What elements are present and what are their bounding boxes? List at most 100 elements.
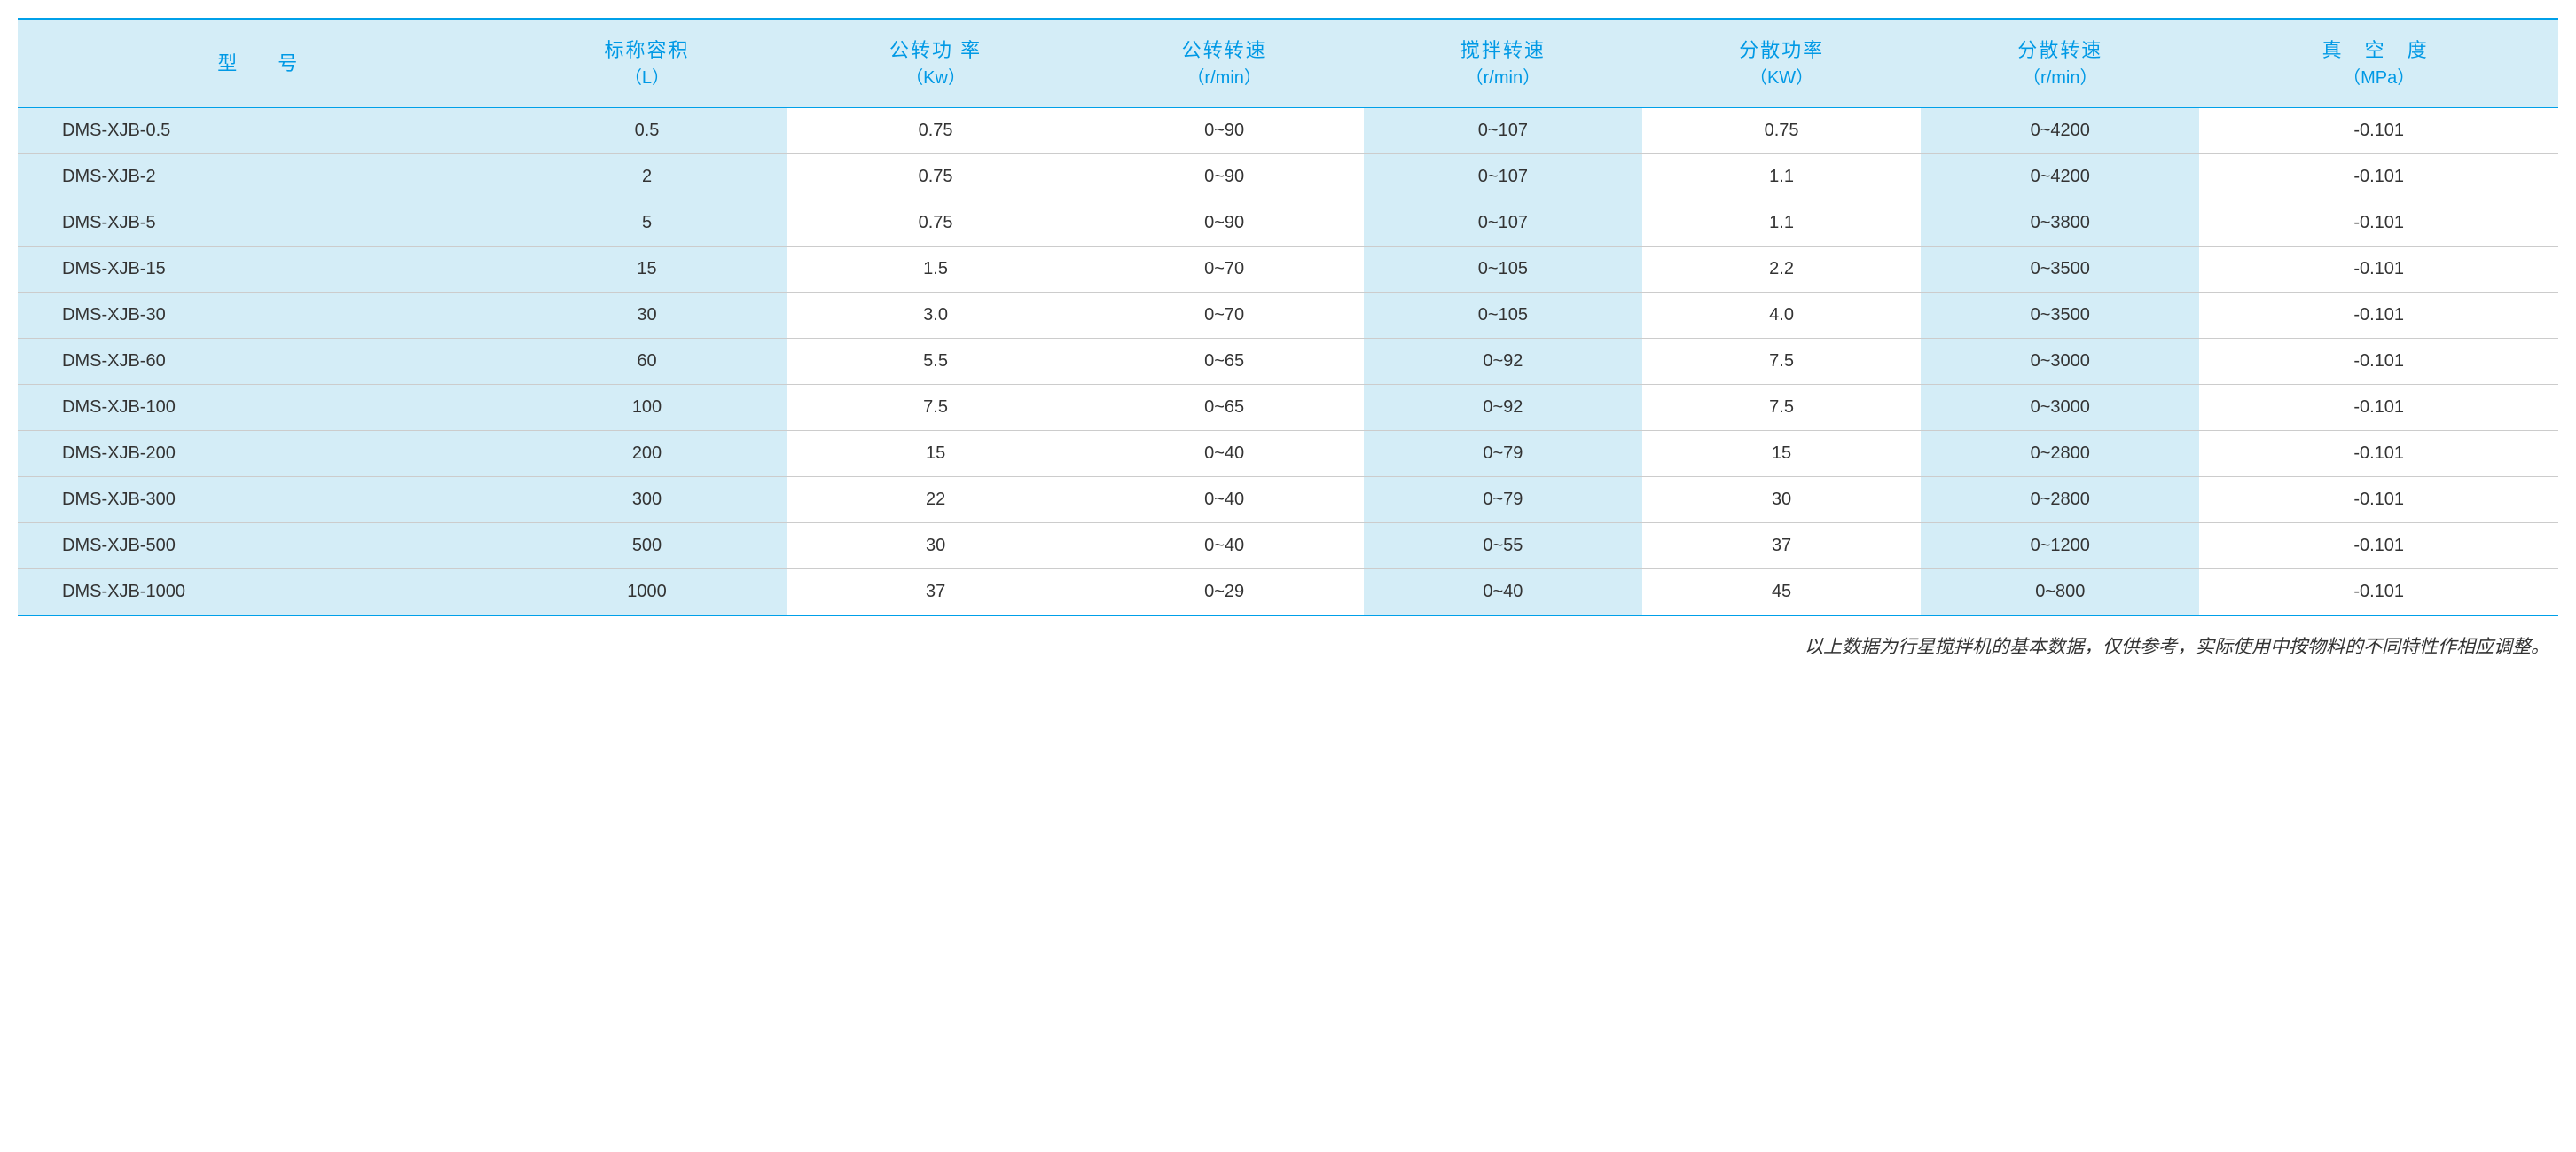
table-cell: 30 (507, 293, 786, 339)
table-cell: 0~70 (1085, 293, 1364, 339)
table-cell: 1.5 (787, 247, 1085, 293)
table-cell: 0~40 (1085, 523, 1364, 569)
table-cell: 37 (787, 569, 1085, 616)
column-header-sub: （r/min） (1371, 65, 1635, 91)
column-header-main: 型 号 (25, 49, 500, 78)
table-cell: 0~3500 (1921, 293, 2199, 339)
table-cell: 30 (1642, 477, 1921, 523)
table-cell: -0.101 (2199, 385, 2558, 431)
table-cell: 7.5 (787, 385, 1085, 431)
column-header-sub: （r/min） (1928, 65, 2192, 91)
table-cell: 500 (507, 523, 786, 569)
table-cell: 0~40 (1364, 569, 1642, 616)
table-cell: 0~65 (1085, 385, 1364, 431)
table-cell: 0~92 (1364, 385, 1642, 431)
table-cell: DMS-XJB-200 (18, 431, 507, 477)
table-cell: -0.101 (2199, 293, 2558, 339)
table-cell: 0~29 (1085, 569, 1364, 616)
table-cell: 1.1 (1642, 200, 1921, 247)
table-row: DMS-XJB-300300220~400~79300~2800-0.101 (18, 477, 2558, 523)
table-body: DMS-XJB-0.50.50.750~900~1070.750~4200-0.… (18, 108, 2558, 616)
table-cell: 2 (507, 154, 786, 200)
table-row: DMS-XJB-15151.50~700~1052.20~3500-0.101 (18, 247, 2558, 293)
table-cell: DMS-XJB-500 (18, 523, 507, 569)
table-cell: 0~90 (1085, 108, 1364, 154)
table-cell: 15 (787, 431, 1085, 477)
footnote: 以上数据为行星搅拌机的基本数据，仅供参考，实际使用中按物料的不同特性作相应调整。 (18, 632, 2558, 659)
column-header: 分散转速（r/min） (1921, 19, 2199, 108)
table-cell: 2.2 (1642, 247, 1921, 293)
column-header: 真 空 度（MPa） (2199, 19, 2558, 108)
column-header-main: 标称容积 (514, 35, 779, 65)
table-cell: -0.101 (2199, 477, 2558, 523)
table-cell: DMS-XJB-15 (18, 247, 507, 293)
column-header-main: 搅拌转速 (1371, 35, 1635, 65)
table-row: DMS-XJB-30303.00~700~1054.00~3500-0.101 (18, 293, 2558, 339)
table-cell: 0~107 (1364, 200, 1642, 247)
column-header-main: 真 空 度 (2206, 35, 2551, 65)
table-cell: 60 (507, 339, 786, 385)
table-cell: 3.0 (787, 293, 1085, 339)
table-cell: DMS-XJB-0.5 (18, 108, 507, 154)
column-header-sub: （L） (514, 65, 779, 91)
table-cell: 0~107 (1364, 108, 1642, 154)
table-cell: 0.5 (507, 108, 786, 154)
table-cell: 0.75 (787, 200, 1085, 247)
table-cell: 4.0 (1642, 293, 1921, 339)
table-cell: 0~3000 (1921, 385, 2199, 431)
table-cell: DMS-XJB-60 (18, 339, 507, 385)
column-header: 公转功 率（Kw） (787, 19, 1085, 108)
column-header: 型 号 (18, 19, 507, 108)
table-cell: 5 (507, 200, 786, 247)
table-cell: 200 (507, 431, 786, 477)
table-cell: 0~92 (1364, 339, 1642, 385)
table-cell: 37 (1642, 523, 1921, 569)
table-cell: DMS-XJB-2 (18, 154, 507, 200)
table-cell: 0~65 (1085, 339, 1364, 385)
table-row: DMS-XJB-500500300~400~55370~1200-0.101 (18, 523, 2558, 569)
table-cell: 15 (507, 247, 786, 293)
table-cell: 0~3500 (1921, 247, 2199, 293)
table-cell: 45 (1642, 569, 1921, 616)
table-cell: 30 (787, 523, 1085, 569)
column-header-main: 公转功 率 (794, 35, 1078, 65)
table-cell: -0.101 (2199, 431, 2558, 477)
column-header-sub: （MPa） (2206, 65, 2551, 91)
table-row: DMS-XJB-60605.50~650~927.50~3000-0.101 (18, 339, 2558, 385)
table-cell: 100 (507, 385, 786, 431)
table-cell: 0~79 (1364, 477, 1642, 523)
table-cell: 0~800 (1921, 569, 2199, 616)
column-header: 标称容积（L） (507, 19, 786, 108)
table-cell: 1.1 (1642, 154, 1921, 200)
table-row: DMS-XJB-10001000370~290~40450~800-0.101 (18, 569, 2558, 616)
table-cell: 0~40 (1085, 477, 1364, 523)
table-cell: -0.101 (2199, 523, 2558, 569)
table-cell: 0~4200 (1921, 154, 2199, 200)
table-cell: -0.101 (2199, 569, 2558, 616)
table-cell: 0~40 (1085, 431, 1364, 477)
table-cell: -0.101 (2199, 200, 2558, 247)
table-cell: 0~70 (1085, 247, 1364, 293)
column-header-sub: （KW） (1649, 65, 1914, 91)
column-header-sub: （Kw） (794, 65, 1078, 91)
table-cell: 0~107 (1364, 154, 1642, 200)
table-cell: 5.5 (787, 339, 1085, 385)
column-header-sub: （r/min） (1092, 65, 1357, 91)
table-row: DMS-XJB-220.750~900~1071.10~4200-0.101 (18, 154, 2558, 200)
column-header: 分散功率（KW） (1642, 19, 1921, 108)
table-cell: 7.5 (1642, 339, 1921, 385)
table-cell: 7.5 (1642, 385, 1921, 431)
table-cell: 0~90 (1085, 154, 1364, 200)
table-cell: 0.75 (787, 154, 1085, 200)
table-cell: 0~3000 (1921, 339, 2199, 385)
table-cell: -0.101 (2199, 154, 2558, 200)
table-cell: DMS-XJB-5 (18, 200, 507, 247)
table-header: 型 号标称容积（L）公转功 率（Kw）公转转速（r/min）搅拌转速（r/min… (18, 19, 2558, 108)
column-header: 公转转速（r/min） (1085, 19, 1364, 108)
table-row: DMS-XJB-1001007.50~650~927.50~3000-0.101 (18, 385, 2558, 431)
table-cell: 300 (507, 477, 786, 523)
table-cell: DMS-XJB-30 (18, 293, 507, 339)
table-cell: 0~79 (1364, 431, 1642, 477)
table-cell: 0~4200 (1921, 108, 2199, 154)
column-header-main: 分散功率 (1649, 35, 1914, 65)
